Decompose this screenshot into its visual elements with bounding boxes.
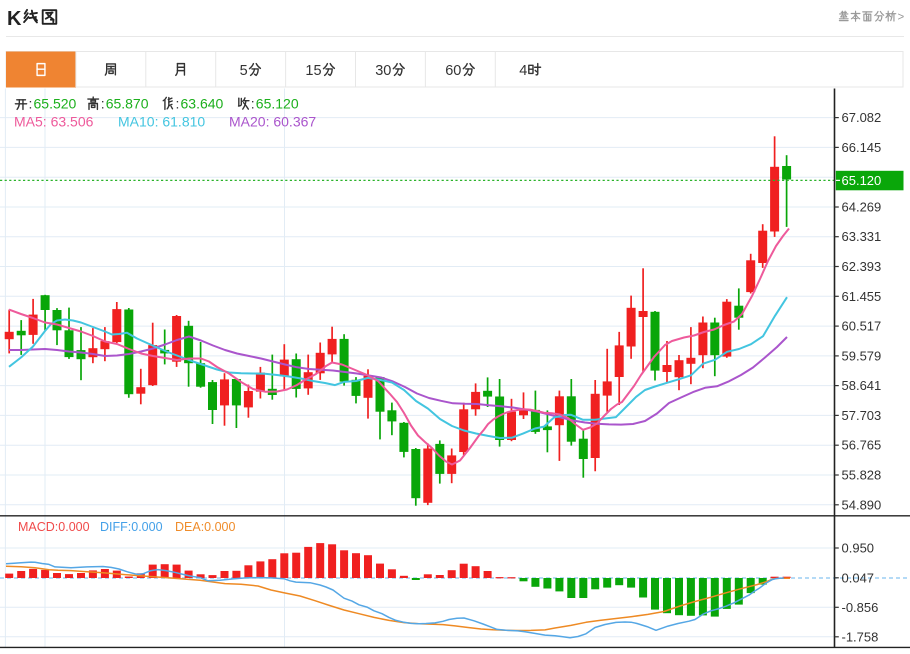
svg-text:DIFF:0.000: DIFF:0.000	[100, 520, 163, 534]
svg-text:66.145: 66.145	[842, 140, 882, 155]
svg-text:65.870: 65.870	[106, 96, 149, 112]
svg-text:61.455: 61.455	[842, 289, 882, 304]
svg-text:63.640: 63.640	[181, 96, 224, 112]
svg-text:5: 5	[240, 63, 248, 79]
svg-text::: :	[251, 96, 255, 112]
svg-text:MA5: 63.506: MA5: 63.506	[14, 114, 94, 130]
svg-text:4: 4	[519, 63, 527, 79]
svg-text:DEA:0.000: DEA:0.000	[175, 520, 236, 534]
svg-text::: :	[176, 96, 180, 112]
svg-text:62.393: 62.393	[842, 259, 882, 274]
svg-text:0.950: 0.950	[842, 541, 875, 556]
svg-text:65.120: 65.120	[256, 96, 299, 112]
svg-text:15: 15	[305, 63, 321, 79]
svg-text:54.890: 54.890	[842, 497, 882, 512]
svg-text:MA20: 60.367: MA20: 60.367	[229, 114, 316, 130]
svg-text:-1.758: -1.758	[842, 629, 879, 644]
svg-text:64.269: 64.269	[842, 200, 882, 215]
svg-text:55.828: 55.828	[842, 468, 882, 483]
svg-text:56.765: 56.765	[842, 438, 882, 453]
svg-text::: :	[101, 96, 105, 112]
svg-text:63.331: 63.331	[842, 229, 882, 244]
svg-text:65.120: 65.120	[842, 173, 882, 188]
svg-text::: :	[29, 96, 33, 112]
svg-text:-0.856: -0.856	[842, 600, 879, 615]
svg-text:0.047: 0.047	[842, 570, 875, 585]
svg-text:67.082: 67.082	[842, 110, 882, 125]
svg-text:65.520: 65.520	[34, 96, 77, 112]
svg-text:K: K	[7, 8, 22, 30]
svg-text:MACD:0.000: MACD:0.000	[18, 520, 90, 534]
svg-text:30: 30	[375, 63, 391, 79]
svg-text:60.517: 60.517	[842, 319, 882, 334]
svg-text:60: 60	[445, 63, 461, 79]
svg-text:58.641: 58.641	[842, 378, 882, 393]
svg-text:57.703: 57.703	[842, 408, 882, 423]
svg-text:>: >	[898, 12, 905, 24]
svg-text:59.579: 59.579	[842, 348, 882, 363]
svg-text:MA10: 61.810: MA10: 61.810	[118, 114, 205, 130]
